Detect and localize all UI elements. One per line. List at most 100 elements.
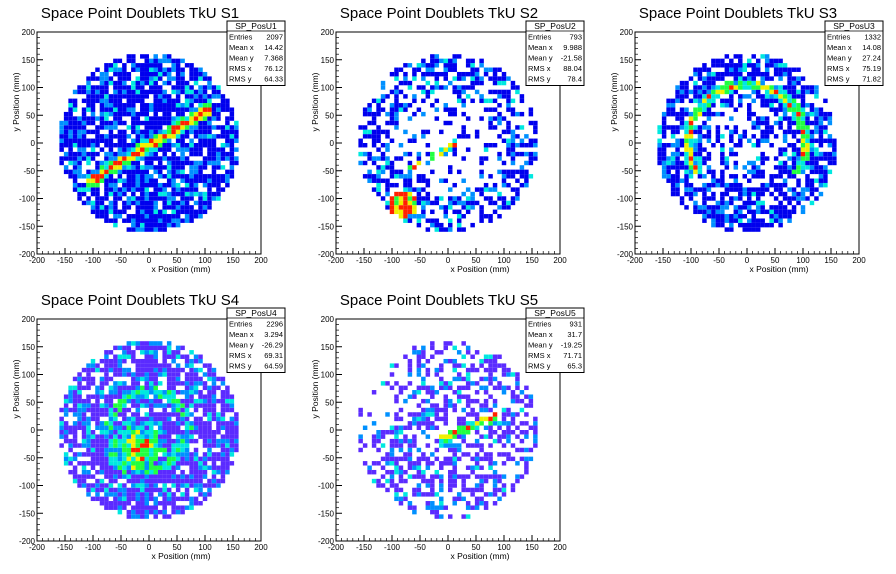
heatmap-cell xyxy=(738,134,743,139)
heatmap-cell xyxy=(800,107,806,112)
heatmap-cell xyxy=(86,434,91,439)
heatmap-cell xyxy=(832,156,837,161)
heatmap-cell xyxy=(131,98,136,104)
heatmap-cell xyxy=(407,438,413,444)
heatmap-cell xyxy=(715,125,721,130)
heatmap-cell xyxy=(818,107,824,112)
heatmap-cell xyxy=(394,76,399,81)
heatmap-cell xyxy=(398,496,404,502)
heatmap-cell xyxy=(126,416,132,422)
heatmap-cell xyxy=(166,125,172,130)
heatmap-cell xyxy=(371,120,377,126)
heatmap-cell xyxy=(358,151,363,157)
heatmap-cell xyxy=(452,469,457,475)
heatmap-cell xyxy=(769,58,774,64)
heatmap-cell xyxy=(184,430,190,435)
heatmap-cell xyxy=(533,438,538,444)
y-tick-label: -150 xyxy=(19,222,36,231)
heatmap-cell xyxy=(706,80,712,86)
heatmap-cell xyxy=(376,129,381,135)
heatmap-cell xyxy=(488,452,493,457)
heatmap-cell xyxy=(479,501,484,506)
heatmap-cell xyxy=(367,107,372,112)
heatmap-cell xyxy=(497,478,502,484)
heatmap-cell xyxy=(140,76,145,81)
heatmap-cell xyxy=(479,94,484,99)
heatmap-cell xyxy=(434,85,440,90)
heatmap-cell xyxy=(407,367,413,373)
heatmap-cell xyxy=(126,89,132,95)
heatmap-cell xyxy=(492,461,498,466)
plot-title: Space Point Doublets TkU S1 xyxy=(41,5,239,22)
heatmap-cell xyxy=(72,421,78,426)
heatmap-cell xyxy=(144,147,149,152)
heatmap-cell xyxy=(778,174,783,179)
y-tick-label: 100 xyxy=(321,371,335,380)
heatmap-cell xyxy=(99,98,105,104)
heatmap-cell xyxy=(108,209,114,215)
heatmap-cell xyxy=(679,143,685,148)
heatmap-cell xyxy=(104,196,109,201)
heatmap-cell xyxy=(113,487,118,493)
heatmap-cell xyxy=(809,89,815,95)
heatmap-cell xyxy=(412,505,417,510)
heatmap-cell xyxy=(533,430,538,435)
heatmap-cell xyxy=(81,461,87,466)
heatmap-cell xyxy=(211,385,217,391)
heatmap-cell xyxy=(229,398,235,404)
heatmap-cell xyxy=(90,209,96,215)
heatmap-cell xyxy=(131,218,136,223)
heatmap-cell xyxy=(77,129,82,135)
heatmap-cell xyxy=(108,385,114,391)
heatmap-cell xyxy=(144,376,149,382)
heatmap-cell xyxy=(439,381,444,386)
heatmap-cell xyxy=(506,421,511,426)
heatmap-cell xyxy=(657,151,662,157)
heatmap-cell xyxy=(113,196,118,201)
heatmap-cell xyxy=(153,165,158,170)
heatmap-cell xyxy=(162,465,167,470)
heatmap-cell xyxy=(180,205,185,210)
heatmap-cell xyxy=(742,94,747,99)
heatmap-cell xyxy=(184,363,190,368)
heatmap-cell xyxy=(72,143,78,148)
heatmap-cell xyxy=(407,214,413,219)
heatmap-cell xyxy=(184,438,190,444)
heatmap-cell xyxy=(760,54,765,59)
heatmap-cell xyxy=(149,174,154,179)
heatmap-cell xyxy=(769,174,774,179)
heatmap-cell xyxy=(515,169,520,175)
heatmap-cell xyxy=(452,461,457,466)
heatmap-cell xyxy=(122,501,127,506)
heatmap-cell xyxy=(108,483,114,488)
heatmap-cell xyxy=(99,178,105,183)
heatmap-cell xyxy=(398,456,404,462)
heatmap-cell xyxy=(738,67,743,72)
heatmap-cell xyxy=(144,390,149,395)
heatmap-cell xyxy=(755,116,761,121)
heatmap-cell xyxy=(693,200,698,206)
heatmap-cell xyxy=(135,174,141,179)
heatmap-cell xyxy=(122,385,127,391)
heatmap-cell xyxy=(135,376,141,382)
heatmap-cell xyxy=(90,381,96,386)
heatmap-cell xyxy=(385,205,390,210)
heatmap-cell xyxy=(510,187,516,192)
heatmap-cell xyxy=(153,134,158,139)
heatmap-cell xyxy=(207,134,212,139)
heatmap-cell xyxy=(86,98,91,104)
heatmap-cell xyxy=(234,447,239,453)
heatmap-cell xyxy=(760,116,765,121)
heatmap-cell xyxy=(733,151,739,157)
heatmap-cell xyxy=(131,434,136,439)
heatmap-cell xyxy=(657,138,662,143)
heatmap-cell xyxy=(760,191,765,197)
heatmap-cell xyxy=(430,218,435,223)
heatmap-cell xyxy=(117,165,123,170)
heatmap-cell xyxy=(113,205,118,210)
heatmap-cell xyxy=(742,129,747,135)
heatmap-cell xyxy=(488,143,493,148)
heatmap-cell xyxy=(729,85,734,90)
heatmap-cell xyxy=(216,103,221,108)
heatmap-cell xyxy=(95,138,100,143)
